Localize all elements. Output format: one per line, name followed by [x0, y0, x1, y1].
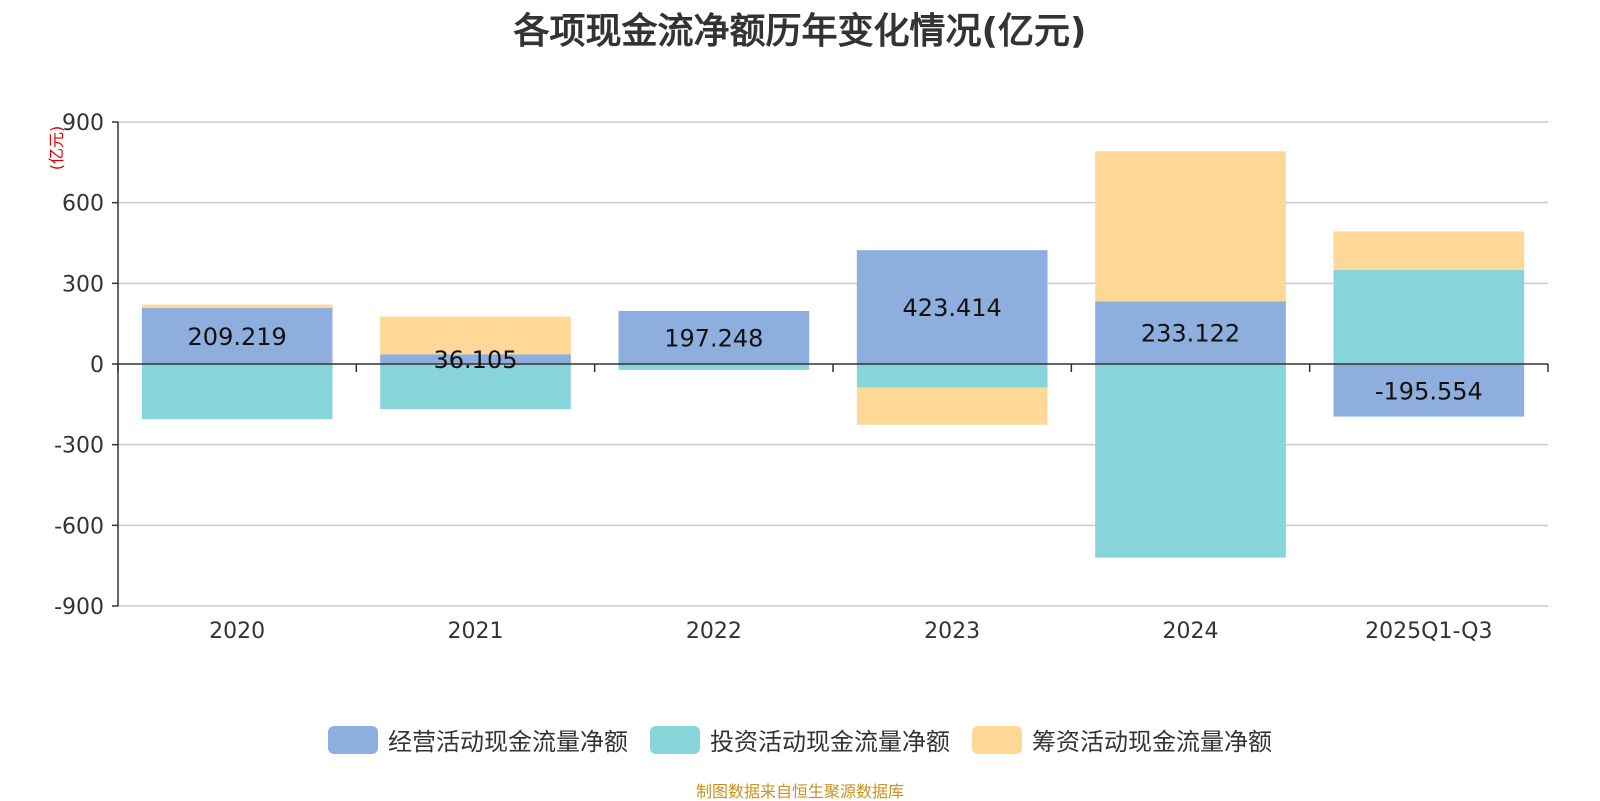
bar-s1-2020 — [141, 364, 333, 420]
data-label: 36.105 — [434, 346, 518, 374]
legend-item[interactable]: 投资活动现金流量净额 — [650, 722, 950, 757]
legend-swatch — [650, 725, 700, 754]
data-label: 423.414 — [903, 294, 1002, 322]
y-tick-label: -900 — [54, 595, 104, 620]
chart-plot: -900 -600 -300 0 300 600 900(亿元) 209.219 36.105 1… — [47, 111, 1549, 644]
x-tick-label: 2022 — [686, 619, 742, 644]
legend-label: 经营活动现金流量净额 — [388, 728, 628, 756]
source-note: 制图数据来自恒生聚源数据库 — [695, 782, 904, 801]
bar-s2-2021 — [380, 316, 571, 355]
legend-swatch — [328, 725, 378, 754]
y-tick-label: 900 — [62, 111, 104, 136]
bar-s0-2020 — [141, 307, 333, 364]
y-tick-label: 0 — [90, 353, 104, 378]
y-tick-label: 300 — [62, 272, 104, 297]
data-label: 209.219 — [188, 323, 287, 351]
legend-swatch — [972, 725, 1022, 754]
x-tick-label: 2020 — [209, 619, 265, 644]
x-tick-label: 2024 — [1163, 619, 1219, 644]
chart-title: 各项现金流净额历年变化情况(亿元) — [513, 11, 1087, 52]
y-tick-label: -600 — [54, 514, 104, 539]
data-label: -195.554 — [1375, 377, 1483, 405]
bar-s1-2023 — [856, 364, 1048, 388]
bar-s2-2025Q1-Q3 — [1333, 231, 1525, 270]
y-tick-label: 600 — [62, 192, 104, 217]
data-label: 233.122 — [1141, 320, 1240, 348]
legend-item[interactable]: 筹资活动现金流量净额 — [972, 722, 1272, 757]
legend: 经营活动现金流量净额 投资活动现金流量净额 筹资活动现金流量净额 — [0, 722, 1600, 757]
bar-s1-2024 — [1095, 364, 1286, 558]
bar-s2-2024 — [1095, 151, 1286, 302]
bar-s1-2022 — [618, 364, 810, 370]
legend-item[interactable]: 经营活动现金流量净额 — [328, 722, 628, 757]
bar-s1-2021 — [380, 364, 571, 410]
x-tick-label: 2025Q1-Q3 — [1365, 619, 1492, 644]
bar-s0-2023 — [856, 250, 1048, 364]
legend-label: 筹资活动现金流量净额 — [1032, 728, 1272, 756]
legend-label: 投资活动现金流量净额 — [710, 728, 950, 756]
bar-s2-2020 — [141, 304, 333, 308]
x-tick-label: 2023 — [924, 619, 980, 644]
x-tick-label: 2021 — [448, 619, 504, 644]
bar-s0-2022 — [618, 310, 810, 364]
data-label: 197.248 — [664, 324, 763, 352]
y-axis-label: (亿元) — [47, 126, 66, 171]
y-tick-label: -300 — [54, 434, 104, 459]
bar-s1-2025Q1-Q3 — [1333, 269, 1525, 364]
bar-s2-2023 — [856, 387, 1048, 425]
bar-s0-2025Q1-Q3 — [1333, 364, 1525, 417]
bar-s0-2021 — [380, 354, 571, 364]
bar-s0-2024 — [1095, 301, 1286, 364]
